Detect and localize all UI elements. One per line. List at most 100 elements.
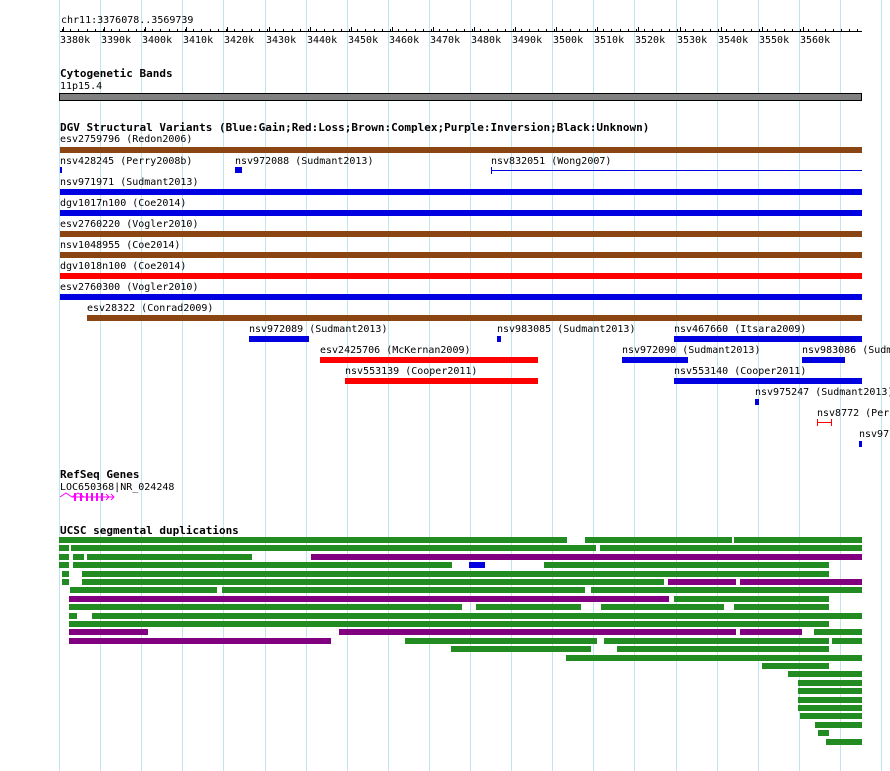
dgv-feature-label[interactable]: nsv428245 (Perry2008b) xyxy=(60,156,193,167)
dgv-feature-bar[interactable] xyxy=(235,167,242,173)
segdup-bar[interactable] xyxy=(788,671,862,677)
dgv-feature-bar[interactable] xyxy=(320,357,538,363)
segdup-bar[interactable] xyxy=(69,596,669,602)
segdup-bar[interactable] xyxy=(600,545,862,551)
dgv-feature-label[interactable]: esv2760300 (Vogler2010) xyxy=(60,282,199,293)
dgv-feature-bar[interactable] xyxy=(622,357,688,363)
segdup-bar[interactable] xyxy=(59,537,567,543)
dgv-feature-bar[interactable] xyxy=(60,252,862,258)
dgv-feature-label[interactable]: esv2425706 (McKernan2009) xyxy=(320,345,471,356)
dgv-feature-label[interactable]: nsv553140 (Cooper2011) xyxy=(674,366,807,377)
dgv-track-title[interactable]: DGV Structural Variants (Blue:Gain;Red:L… xyxy=(60,121,650,134)
dgv-feature-bar[interactable] xyxy=(87,315,862,321)
segdup-bar[interactable] xyxy=(476,604,581,610)
dgv-feature-bar[interactable] xyxy=(491,170,862,171)
segdup-bar[interactable] xyxy=(740,579,862,585)
dgv-feature-bar[interactable] xyxy=(817,422,832,423)
segdup-bar[interactable] xyxy=(798,688,862,694)
refseq-gene-model[interactable] xyxy=(58,491,118,503)
segdup-bar[interactable] xyxy=(69,638,331,644)
dgv-feature-bar[interactable] xyxy=(674,378,862,384)
segdup-bar[interactable] xyxy=(798,697,862,703)
segdup-bar[interactable] xyxy=(469,562,485,568)
segdup-bar[interactable] xyxy=(762,663,829,669)
dgv-feature-label[interactable]: nsv972088 (Sudmant2013) xyxy=(235,156,374,167)
segdup-bar[interactable] xyxy=(798,680,862,686)
dgv-feature-label[interactable]: nsv553139 (Cooper2011) xyxy=(345,366,478,377)
dgv-feature-bar[interactable] xyxy=(60,231,862,237)
segdup-bar[interactable] xyxy=(798,705,862,711)
dgv-feature-label[interactable]: nsv1048955 (Coe2014) xyxy=(60,240,181,251)
dgv-feature-label[interactable]: nsv972089 (Sudmant2013) xyxy=(249,324,388,335)
segdup-bar[interactable] xyxy=(59,554,69,560)
segdup-bar[interactable] xyxy=(591,587,862,593)
dgv-feature-bar[interactable] xyxy=(859,441,862,447)
cytoband-bar[interactable] xyxy=(59,93,862,101)
cytoband-track-title[interactable]: Cytogenetic Bands xyxy=(60,67,173,80)
segdup-bar[interactable] xyxy=(69,629,148,635)
segdup-bar[interactable] xyxy=(222,587,585,593)
segdup-bar[interactable] xyxy=(601,604,724,610)
segdup-bar[interactable] xyxy=(87,554,252,560)
segdup-bar[interactable] xyxy=(69,621,829,627)
segdup-bar[interactable] xyxy=(668,579,736,585)
segdup-bar[interactable] xyxy=(82,571,829,577)
segdup-bar[interactable] xyxy=(339,629,736,635)
segdup-bar[interactable] xyxy=(826,739,862,745)
segdup-bar[interactable] xyxy=(800,713,862,719)
segdup-bar[interactable] xyxy=(405,638,597,644)
dgv-feature-label[interactable]: esv2759796 (Redon2006) xyxy=(60,134,193,145)
segdup-bar[interactable] xyxy=(815,722,862,728)
dgv-feature-label[interactable]: nsv467660 (Itsara2009) xyxy=(674,324,807,335)
segdup-bar[interactable] xyxy=(544,562,829,568)
dgv-feature-bar[interactable] xyxy=(345,378,538,384)
segdup-bar[interactable] xyxy=(451,646,591,652)
segdup-bar[interactable] xyxy=(585,537,732,543)
segdup-bar[interactable] xyxy=(814,629,862,635)
segdup-bar[interactable] xyxy=(69,613,77,619)
segdup-bar[interactable] xyxy=(311,554,862,560)
segdup-bar[interactable] xyxy=(734,537,862,543)
dgv-feature-label[interactable]: nsv972 xyxy=(859,429,890,440)
dgv-feature-bar[interactable] xyxy=(60,273,862,279)
dgv-feature-bar[interactable] xyxy=(60,210,862,216)
segdup-track-title[interactable]: UCSC segmental duplications xyxy=(60,524,239,537)
segdup-bar[interactable] xyxy=(617,646,829,652)
segdup-bar[interactable] xyxy=(82,579,664,585)
segdup-bar[interactable] xyxy=(59,545,69,551)
segdup-bar[interactable] xyxy=(59,562,69,568)
segdup-bar[interactable] xyxy=(818,730,829,736)
segdup-bar[interactable] xyxy=(62,579,69,585)
dgv-feature-bar[interactable] xyxy=(802,357,845,363)
dgv-feature-label[interactable]: nsv832051 (Wong2007) xyxy=(491,156,612,167)
segdup-bar[interactable] xyxy=(566,655,862,661)
segdup-bar[interactable] xyxy=(69,604,462,610)
dgv-feature-label[interactable]: esv28322 (Conrad2009) xyxy=(87,303,214,314)
dgv-feature-label[interactable]: nsv971971 (Sudmant2013) xyxy=(60,177,199,188)
dgv-feature-bar[interactable] xyxy=(249,336,309,342)
segdup-bar[interactable] xyxy=(740,629,802,635)
segdup-bar[interactable] xyxy=(734,604,829,610)
refseq-gene-label[interactable]: LOC650368|NR_024248 xyxy=(60,482,175,493)
dgv-feature-label[interactable]: nsv972090 (Sudmant2013) xyxy=(622,345,761,356)
segdup-bar[interactable] xyxy=(674,596,829,602)
dgv-feature-label[interactable]: esv2760220 (Vogler2010) xyxy=(60,219,199,230)
dgv-feature-label[interactable]: dgv1018n100 (Coe2014) xyxy=(60,261,187,272)
dgv-feature-bar[interactable] xyxy=(674,336,862,342)
dgv-feature-bar[interactable] xyxy=(60,147,862,153)
segdup-bar[interactable] xyxy=(604,638,829,644)
dgv-feature-bar[interactable] xyxy=(60,294,862,300)
dgv-feature-label[interactable]: dgv1017n100 (Coe2014) xyxy=(60,198,187,209)
dgv-feature-bar[interactable] xyxy=(60,167,62,173)
segdup-bar[interactable] xyxy=(73,562,452,568)
dgv-feature-bar[interactable] xyxy=(497,336,501,342)
dgv-feature-label[interactable]: nsv983086 (Sudm xyxy=(802,345,890,356)
refseq-track-title[interactable]: RefSeq Genes xyxy=(60,468,140,481)
dgv-feature-label[interactable]: nsv975247 (Sudmant2013) xyxy=(755,387,890,398)
dgv-feature-bar[interactable] xyxy=(755,399,759,405)
segdup-bar[interactable] xyxy=(832,638,862,644)
dgv-feature-bar[interactable] xyxy=(60,189,862,195)
segdup-bar[interactable] xyxy=(70,587,217,593)
dgv-feature-label[interactable]: nsv8772 (Perr xyxy=(817,408,890,419)
